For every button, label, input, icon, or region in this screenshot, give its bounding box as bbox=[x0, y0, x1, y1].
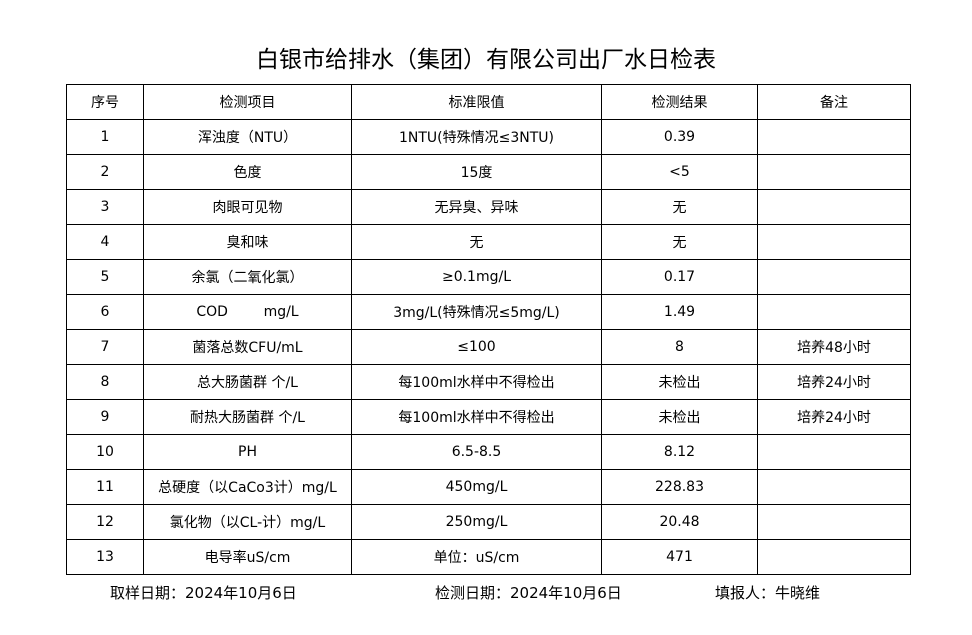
cell: 1.49 bbox=[601, 294, 758, 330]
cell: 3mg/L(特殊情况≤5mg/L) bbox=[351, 294, 602, 330]
cell: 1 bbox=[66, 119, 144, 155]
cell: 培养24小时 bbox=[757, 364, 911, 400]
data-row: 2 色度 15度 <5 bbox=[66, 154, 911, 190]
cell: 检测结果 bbox=[601, 84, 758, 120]
cell: 序号 bbox=[66, 84, 144, 120]
cell: 11 bbox=[66, 469, 144, 505]
cell: 无 bbox=[601, 189, 758, 225]
cell bbox=[757, 119, 911, 155]
cell: 检测项目 bbox=[143, 84, 352, 120]
data-row: 8 总大肠菌群 个/L 每100ml水样中不得检出 未检出 培养24小时 bbox=[66, 364, 911, 400]
cell: 12 bbox=[66, 504, 144, 540]
cell: PH bbox=[143, 434, 352, 470]
cell: 250mg/L bbox=[351, 504, 602, 540]
cell: 单位：uS/cm bbox=[351, 539, 602, 575]
cell: 氯化物（以CL-计）mg/L bbox=[143, 504, 352, 540]
cell bbox=[757, 154, 911, 190]
cell: 2 bbox=[66, 154, 144, 190]
cell: 3 bbox=[66, 189, 144, 225]
cell: 未检出 bbox=[601, 399, 758, 435]
cell: 6 bbox=[66, 294, 144, 330]
test-date: 检测日期：2024年10月6日 bbox=[435, 584, 622, 602]
cell bbox=[757, 434, 911, 470]
cell: 10 bbox=[66, 434, 144, 470]
inspection-table: 序号 检测项目 标准限值 检测结果 备注 1 浑浊度（NTU） 1NTU(特殊情况≤3NTU)… bbox=[66, 84, 911, 575]
cell: 1NTU(特殊情况≤3NTU) bbox=[351, 119, 602, 155]
cell: 无 bbox=[351, 224, 602, 260]
data-row: 10 PH 6.5-8.5 8.12 bbox=[66, 434, 911, 470]
cell: 电导率uS/cm bbox=[143, 539, 352, 575]
cell: 无 bbox=[601, 224, 758, 260]
cell: 余氯（二氧化氯） bbox=[143, 259, 352, 295]
cell: 20.48 bbox=[601, 504, 758, 540]
cell bbox=[757, 294, 911, 330]
cell: 培养48小时 bbox=[757, 329, 911, 365]
header-row: 序号 检测项目 标准限值 检测结果 备注 bbox=[66, 84, 911, 120]
cell: COD mg/L bbox=[143, 294, 352, 330]
cell: <5 bbox=[601, 154, 758, 190]
cell bbox=[757, 259, 911, 295]
cell: 备注 bbox=[757, 84, 911, 120]
cell: 无异臭、异味 bbox=[351, 189, 602, 225]
cell: 228.83 bbox=[601, 469, 758, 505]
cell: 每100ml水样中不得检出 bbox=[351, 399, 602, 435]
data-row: 13 电导率uS/cm 单位：uS/cm 471 bbox=[66, 539, 911, 575]
cell: 8.12 bbox=[601, 434, 758, 470]
cell: 菌落总数CFU/mL bbox=[143, 329, 352, 365]
cell: 15度 bbox=[351, 154, 602, 190]
doc-title: 白银市给排水（集团）有限公司出厂水日检表 bbox=[256, 47, 716, 73]
cell: 471 bbox=[601, 539, 758, 575]
cell: ≥0.1mg/L bbox=[351, 259, 602, 295]
data-row: 12 氯化物（以CL-计）mg/L 250mg/L 20.48 bbox=[66, 504, 911, 540]
cell bbox=[757, 469, 911, 505]
cell: 总硬度（以CaCo3计）mg/L bbox=[143, 469, 352, 505]
data-row: 7 菌落总数CFU/mL ≤100 8 培养48小时 bbox=[66, 329, 911, 365]
data-row: 9 耐热大肠菌群 个/L 每100ml水样中不得检出 未检出 培养24小时 bbox=[66, 399, 911, 435]
cell: 0.17 bbox=[601, 259, 758, 295]
data-row: 4 臭和味无无 bbox=[66, 224, 911, 260]
cell: 耐热大肠菌群 个/L bbox=[143, 399, 352, 435]
data-row: 3 肉眼可见物 无异臭、异味无 bbox=[66, 189, 911, 225]
cell bbox=[757, 539, 911, 575]
cell: ≤100 bbox=[351, 329, 602, 365]
data-row: 6 COD mg/L 3mg/L(特殊情况≤5mg/L) 1.49 bbox=[66, 294, 911, 330]
cell: 6.5-8.5 bbox=[351, 434, 602, 470]
cell: 4 bbox=[66, 224, 144, 260]
cell: 9 bbox=[66, 399, 144, 435]
data-row: 5 余氯（二氧化氯） ≥0.1mg/L 0.17 bbox=[66, 259, 911, 295]
cell: 13 bbox=[66, 539, 144, 575]
cell: 培养24小时 bbox=[757, 399, 911, 435]
sample-date: 取样日期：2024年10月6日 bbox=[110, 584, 297, 602]
cell bbox=[757, 224, 911, 260]
cell: 肉眼可见物 bbox=[143, 189, 352, 225]
cell: 8 bbox=[601, 329, 758, 365]
cell: 标准限值 bbox=[351, 84, 602, 120]
data-row: 1 浑浊度（NTU） 1NTU(特殊情况≤3NTU) 0.39 bbox=[66, 119, 911, 155]
data-row: 11 总硬度（以CaCo3计）mg/L 450mg/L 228.83 bbox=[66, 469, 911, 505]
reporter: 填报人：牛晓维 bbox=[715, 584, 821, 602]
cell: 8 bbox=[66, 364, 144, 400]
cell: 臭和味 bbox=[143, 224, 352, 260]
cell bbox=[757, 189, 911, 225]
cell: 每100ml水样中不得检出 bbox=[351, 364, 602, 400]
cell: 5 bbox=[66, 259, 144, 295]
cell: 450mg/L bbox=[351, 469, 602, 505]
cell: 总大肠菌群 个/L bbox=[143, 364, 352, 400]
cell: 色度 bbox=[143, 154, 352, 190]
cell: 7 bbox=[66, 329, 144, 365]
cell: 浑浊度（NTU） bbox=[143, 119, 352, 155]
cell: 0.39 bbox=[601, 119, 758, 155]
cell: 未检出 bbox=[601, 364, 758, 400]
cell bbox=[757, 504, 911, 540]
